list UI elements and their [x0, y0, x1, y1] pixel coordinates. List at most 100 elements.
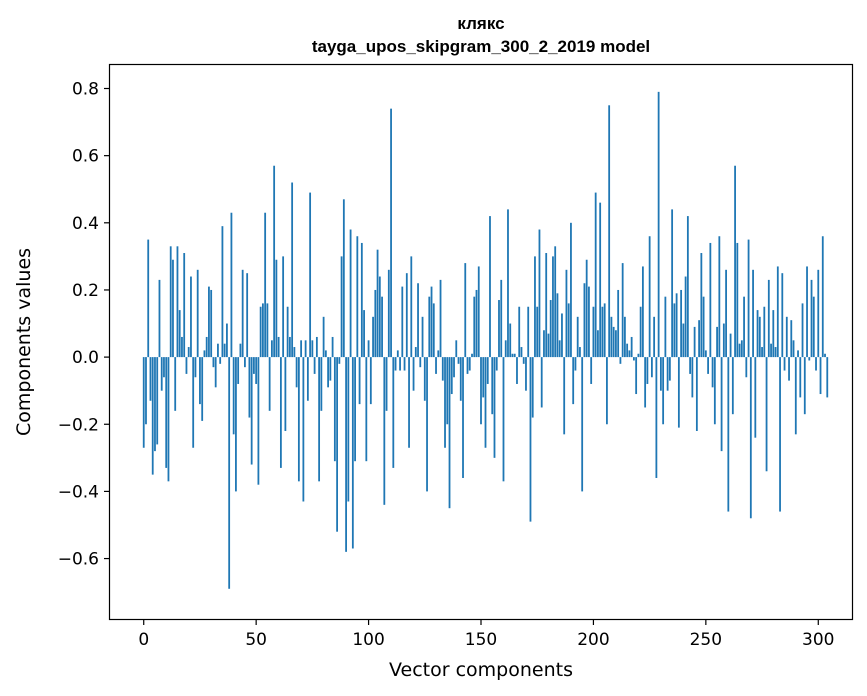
- bar: [304, 340, 307, 358]
- bar: [423, 357, 426, 401]
- bar: [673, 303, 676, 358]
- bar: [190, 276, 192, 358]
- bar: [480, 357, 482, 425]
- bar: [414, 347, 417, 358]
- bar: [295, 357, 298, 388]
- bar: [309, 192, 312, 358]
- bar: [158, 279, 161, 358]
- bar: [149, 357, 152, 401]
- bar: [286, 306, 289, 358]
- bar: [561, 313, 563, 358]
- bar: [738, 343, 741, 358]
- bar: [365, 357, 368, 462]
- bar: [394, 357, 397, 371]
- bar: [734, 165, 736, 358]
- bar: [504, 340, 507, 358]
- bar: [641, 266, 644, 358]
- bar: [270, 340, 273, 358]
- bar: [187, 347, 190, 358]
- bar: [291, 182, 294, 358]
- bar: [475, 289, 478, 358]
- bar: [491, 357, 494, 415]
- bar: [513, 353, 516, 358]
- bar: [322, 316, 325, 358]
- bar: [675, 293, 678, 358]
- bar: [615, 330, 617, 358]
- bar: [599, 202, 602, 358]
- bar: [385, 357, 388, 411]
- bar: [500, 279, 503, 358]
- bar: [637, 353, 640, 358]
- bar: [635, 357, 638, 395]
- bar: [282, 256, 285, 358]
- bar: [770, 343, 772, 358]
- bar: [185, 357, 188, 374]
- bar: [650, 357, 653, 378]
- bar: [522, 357, 525, 364]
- bar: [765, 357, 768, 472]
- bar: [178, 310, 181, 358]
- bar: [273, 165, 276, 358]
- bar: [545, 253, 548, 358]
- bar: [509, 323, 512, 358]
- y-tick-label: −0.6: [58, 550, 99, 570]
- bar: [351, 357, 354, 549]
- bar: [172, 259, 174, 358]
- bar: [507, 209, 509, 358]
- bar: [516, 357, 518, 384]
- bar: [529, 357, 532, 522]
- y-axis-label: Components values: [13, 248, 35, 436]
- bar: [401, 286, 404, 358]
- bar: [262, 303, 264, 358]
- bar: [448, 357, 451, 509]
- bar: [693, 326, 696, 358]
- bar: [772, 310, 775, 358]
- bar: [142, 357, 145, 448]
- bar: [624, 316, 626, 358]
- bar: [803, 357, 806, 415]
- bar: [363, 310, 365, 358]
- x-tick-label: 0: [138, 630, 149, 650]
- bar: [543, 330, 545, 358]
- bar: [720, 357, 723, 452]
- bar: [815, 357, 817, 371]
- bar: [592, 306, 595, 358]
- bar: [493, 357, 496, 458]
- bar: [682, 323, 685, 358]
- bar: [430, 286, 433, 358]
- bar: [812, 296, 815, 358]
- bar: [799, 357, 802, 398]
- bar: [396, 350, 399, 358]
- bar: [704, 350, 707, 358]
- bar: [698, 320, 700, 358]
- bar: [192, 357, 195, 448]
- bar: [453, 357, 455, 378]
- bar: [689, 357, 692, 374]
- bar: [288, 336, 291, 358]
- bar: [264, 212, 267, 358]
- bar: [302, 357, 305, 502]
- y-axis-ticks: −0.6 −0.4 −0.2 0.0 0.2 0.4 0.6 0.8: [58, 80, 110, 570]
- bar: [520, 347, 523, 358]
- bar: [412, 357, 415, 391]
- bar: [754, 357, 757, 438]
- bar: [306, 357, 309, 401]
- bars-group: [142, 91, 829, 589]
- bar: [817, 269, 820, 358]
- bar: [518, 306, 521, 358]
- bar: [426, 357, 428, 492]
- bar: [313, 357, 316, 374]
- bar: [668, 357, 671, 381]
- bar: [468, 357, 471, 371]
- bar: [725, 269, 727, 358]
- bar: [790, 320, 793, 358]
- chart-title-line2: tayga_upos_skipgram_300_2_2019 model: [312, 37, 650, 56]
- bar: [300, 340, 303, 358]
- bar: [626, 343, 629, 358]
- bar: [369, 357, 372, 405]
- bar: [378, 276, 381, 358]
- bar: [457, 357, 460, 364]
- bar: [779, 357, 781, 512]
- bar: [574, 357, 577, 371]
- bar: [610, 316, 613, 358]
